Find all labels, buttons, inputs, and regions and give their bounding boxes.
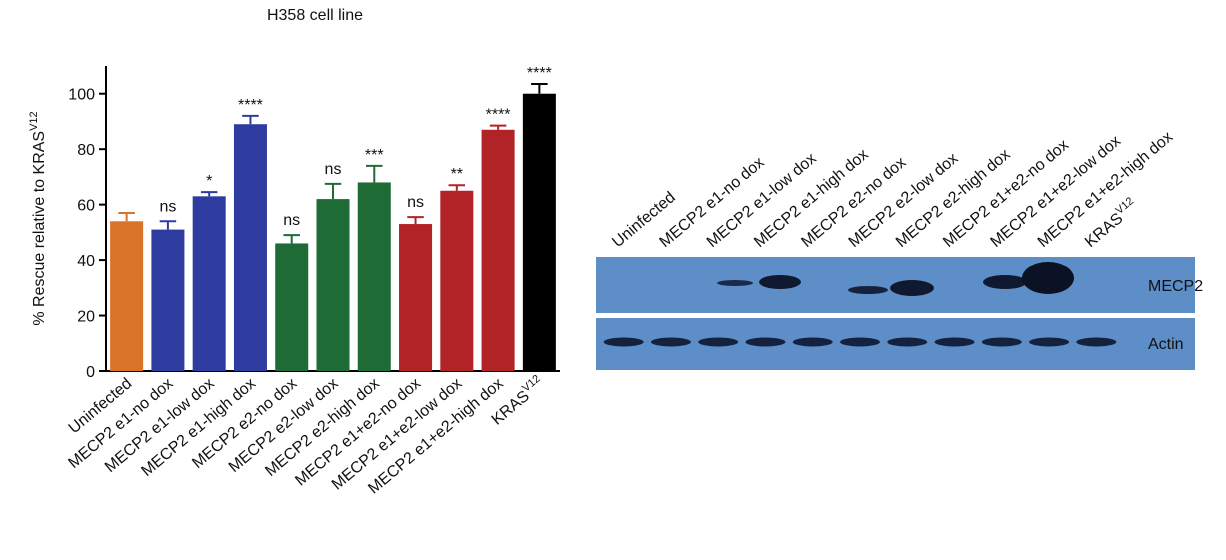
- actin-band: [935, 338, 975, 347]
- y-tick-label: 20: [77, 309, 95, 326]
- bar: [234, 124, 267, 371]
- bar: [523, 94, 556, 371]
- actin-band: [793, 338, 833, 347]
- bar: [275, 243, 308, 371]
- significance-label: *: [206, 173, 212, 190]
- figure: H358 cell line 0 20 40 60 80 100 % Rescue rela…: [0, 0, 1226, 555]
- significance-label: ****: [527, 65, 552, 82]
- band-label: Actin: [1148, 336, 1184, 353]
- bar: [151, 230, 184, 371]
- bar: [358, 182, 391, 371]
- blot: [596, 257, 1195, 370]
- band: [717, 280, 753, 286]
- band: [1022, 262, 1074, 294]
- page: {"chart_data": {"type": "bar", "title": …: [0, 0, 1226, 560]
- y-axis-label: % Rescue relative to KRASV12: [28, 111, 48, 325]
- y-tick-label: 80: [77, 142, 95, 159]
- significance-label: ****: [486, 107, 511, 124]
- significance-label: ****: [238, 97, 263, 114]
- chart-title: H358 cell line: [267, 7, 363, 24]
- actin-band: [745, 338, 785, 347]
- band: [890, 280, 934, 296]
- significance-label: ns: [407, 194, 424, 211]
- actin-band: [604, 338, 644, 347]
- actin-band: [982, 338, 1022, 347]
- actin-band: [698, 338, 738, 347]
- bar: [316, 199, 349, 371]
- band: [759, 275, 801, 289]
- significance-label: **: [451, 166, 463, 183]
- bar: [110, 221, 143, 371]
- significance-label: ns: [283, 212, 300, 229]
- y-tick-label: 0: [86, 364, 95, 381]
- actin-band: [840, 338, 880, 347]
- bar: [399, 224, 432, 371]
- y-axis-label-superscript: V12: [28, 111, 40, 131]
- band: [848, 286, 888, 294]
- significance-label: ns: [159, 198, 176, 215]
- band: [983, 275, 1027, 289]
- bar: [193, 196, 226, 371]
- y-axis-label-text: % Rescue relative to KRAS: [31, 131, 48, 326]
- actin-band: [887, 338, 927, 347]
- bar: [482, 130, 515, 371]
- y-tick-label: 60: [77, 198, 95, 215]
- significance-label: ***: [365, 147, 384, 164]
- y-tick-label: 100: [68, 87, 95, 104]
- bar: [440, 191, 473, 371]
- significance-label: ns: [325, 161, 342, 178]
- y-tick-label: 40: [77, 253, 95, 270]
- actin-band: [1076, 338, 1116, 347]
- actin-band: [1029, 338, 1069, 347]
- actin-band: [651, 338, 691, 347]
- band-label: MECP2: [1148, 278, 1203, 295]
